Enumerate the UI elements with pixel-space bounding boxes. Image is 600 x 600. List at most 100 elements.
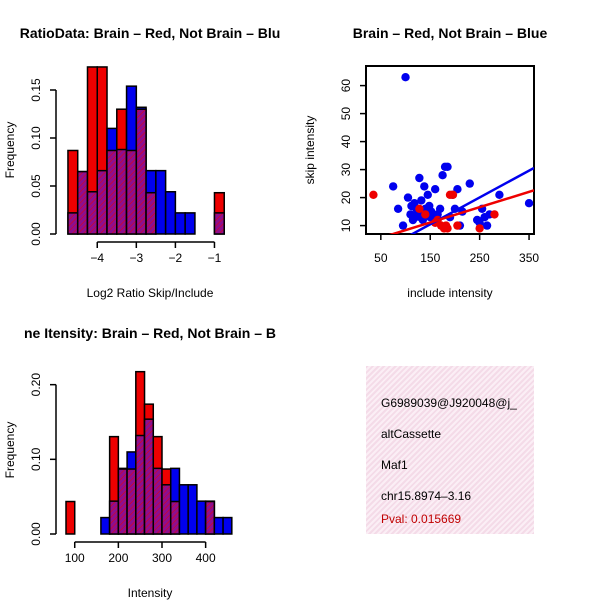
intensity-histogram-xlabel: Intensity (128, 586, 173, 600)
scatter-title: Brain – Red, Not Brain – Blue (353, 25, 548, 41)
scatter-plot-area (369, 73, 534, 234)
scatter-axes: 50 150 250 350 10 20 30 40 50 60 (339, 79, 539, 265)
scatter-point-not-brain (401, 73, 410, 82)
ratio-y-tick-label: 0.05 (29, 174, 43, 198)
scatter-point-not-brain (435, 204, 445, 213)
fit-line-not-brain (409, 166, 534, 234)
ratio-bar-overlap (135, 108, 147, 235)
scatter-point-brain (421, 210, 430, 219)
scatter-point-not-brain (495, 190, 504, 199)
intensity-bar-not-brain (178, 484, 189, 535)
ratio-histogram-axes: −4 −3 −2 −1 0.00 0.05 0.10 0.15 (29, 78, 222, 265)
scatter-point-brain (448, 190, 458, 199)
ratio-y-tick-label: 0.10 (29, 126, 43, 150)
intensity-bar-overlap (108, 500, 120, 535)
ratio-bar-overlap (125, 149, 138, 235)
scatter-point-brain (490, 210, 499, 219)
intensity-bar-not-brain (196, 500, 207, 535)
scatter-ylabel: skip intensity (303, 116, 317, 185)
ratio-bar-overlap (67, 212, 79, 235)
scatter-point-not-brain (443, 162, 452, 171)
intensity-y-tick-label: 0.10 (29, 447, 43, 471)
fit-line-brain (388, 189, 534, 234)
scatter-point-brain (369, 190, 378, 199)
scatter-point-not-brain (393, 204, 403, 213)
intensity-bar-not-brain (100, 516, 111, 535)
ratio-histogram-panel: RatioData: Brain – Red, Not Brain – Blu … (3, 25, 280, 300)
scatter-point-not-brain (453, 185, 462, 194)
ratio-x-tick-label: −3 (129, 251, 143, 265)
ratio-histogram-bars (67, 66, 225, 235)
ratio-bar-overlap (145, 191, 157, 235)
event-info-box: G6989039@J920048@j_ altCassette Maf1 chr… (366, 366, 534, 534)
scatter-point-not-brain (423, 190, 432, 199)
scatter-xlabel: include intensity (407, 286, 492, 300)
ratio-bar-overlap (106, 149, 118, 235)
intensity-bar-not-brain (222, 516, 233, 535)
scatter-point-not-brain (420, 182, 429, 191)
intensity-bar-overlap (126, 468, 137, 535)
scatter-x-tick-label: 150 (420, 251, 440, 265)
intensity-histogram-axes: 100 200 300 400 0.00 0.10 0.20 (29, 373, 216, 565)
scatter-point-not-brain (388, 182, 398, 191)
ratio-bar-overlap (86, 191, 99, 235)
intensity-x-tick-label: 100 (65, 551, 85, 565)
ratio-bar-overlap (76, 170, 89, 235)
ratio-bar-not-brain (164, 191, 177, 235)
intensity-histogram-ylabel: Frequency (3, 422, 17, 479)
ratio-bar-not-brain (155, 169, 167, 235)
intensity-bar-overlap (161, 484, 172, 535)
intensity-bar-brain (65, 500, 76, 535)
gene-name: Maf1 (381, 458, 408, 472)
scatter-point-not-brain (482, 221, 492, 230)
ratio-histogram-xlabel: Log2 Ratio Skip/Include (87, 286, 214, 300)
scatter-y-tick-label: 20 (339, 191, 353, 205)
scatter-y-tick-label: 10 (339, 219, 353, 233)
ratio-y-tick-label: 0.00 (29, 222, 43, 246)
ratio-bar-overlap (213, 212, 225, 235)
intensity-x-tick-label: 400 (196, 551, 216, 565)
scatter-y-tick-label: 50 (339, 107, 353, 121)
intensity-bar-overlap (135, 434, 146, 535)
intensity-bar-overlap (117, 468, 128, 535)
event-id: G6989039@J920048@j_ (381, 396, 517, 410)
scatter-plot-box (365, 65, 535, 235)
scatter-point-not-brain (524, 199, 534, 208)
intensity-bar-overlap (143, 418, 155, 535)
ratio-x-tick-label: −4 (90, 251, 104, 265)
intensity-y-tick-label: 0.00 (29, 522, 43, 546)
intensity-x-tick-label: 200 (108, 551, 128, 565)
intensity-histogram-title: ne Itensity: Brain – Red, Not Brain – B (24, 325, 276, 341)
scatter-point-not-brain (415, 173, 424, 183)
p-value: Pval: 0.015669 (381, 512, 462, 526)
scatter-point-not-brain (398, 221, 408, 230)
scatter-x-tick-label: 50 (374, 251, 388, 265)
scatter-point-not-brain (430, 185, 440, 194)
scatter-point-brain (453, 221, 462, 230)
ratio-histogram-ylabel: Frequency (3, 122, 17, 179)
ratio-bar-overlap (116, 148, 128, 235)
ratio-bar-not-brain (174, 212, 186, 235)
intensity-bar-not-brain (187, 484, 198, 535)
ratio-histogram-title: RatioData: Brain – Red, Not Brain – Blu (20, 25, 281, 41)
scatter-point-brain (475, 224, 484, 233)
scatter-y-tick-label: 60 (339, 79, 353, 93)
scatter-point-brain (443, 224, 452, 233)
scatter-point-brain (415, 204, 424, 213)
genomic-coords: chr15.8974–3.16 (381, 489, 472, 503)
scatter-point-not-brain (465, 179, 474, 188)
ratio-y-tick-label: 0.15 (29, 78, 43, 102)
intensity-histogram-bars (65, 370, 233, 535)
scatter-y-tick-label: 40 (339, 135, 353, 149)
scatter-y-tick-label: 30 (339, 163, 353, 177)
ratio-bar-overlap (96, 169, 108, 235)
scatter-panel: Brain – Red, Not Brain – Blue 50 150 250 35… (303, 25, 547, 300)
scatter-x-tick-label: 250 (470, 251, 490, 265)
scatter-points (369, 73, 534, 234)
ratio-bar-not-brain (184, 212, 196, 235)
scatter-point-not-brain (417, 196, 426, 205)
ratio-x-tick-label: −2 (169, 251, 183, 265)
intensity-histogram-panel: ne Itensity: Brain – Red, Not Brain – B … (3, 325, 276, 600)
intensity-bar-overlap (204, 500, 216, 535)
